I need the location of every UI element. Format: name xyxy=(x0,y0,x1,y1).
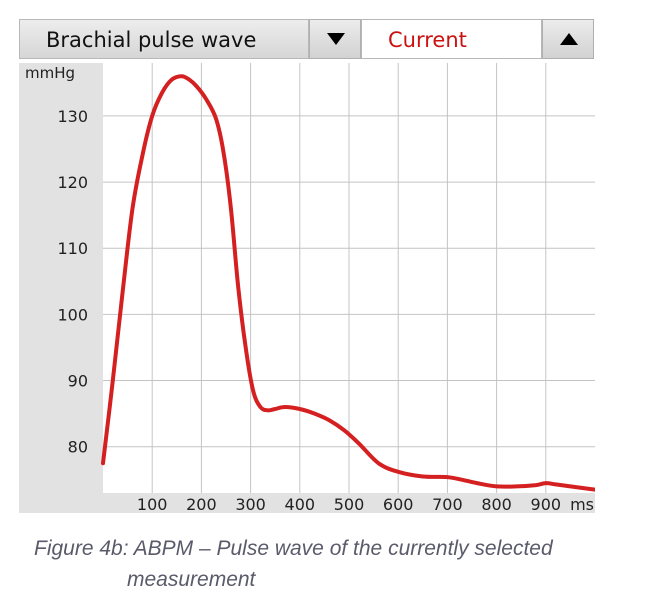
x-tick-label: 200 xyxy=(186,495,217,513)
triangle-down-icon xyxy=(327,33,345,45)
x-tick-label: 500 xyxy=(334,495,365,513)
pulse-wave-chart: 80 90 100 110 120 130 100 200 300 400 500 600 700 800… xyxy=(25,63,595,513)
y-tick-label: 90 xyxy=(68,372,88,391)
x-tick-label: 100 xyxy=(137,495,168,513)
triangle-up-icon xyxy=(560,33,578,45)
x-tick-label: 300 xyxy=(235,495,266,513)
y-tick-label: 120 xyxy=(57,173,88,192)
figure-caption: Figure 4b: ABPM – Pulse wave of the curr… xyxy=(34,533,634,595)
y-tick-label: 100 xyxy=(57,305,88,324)
waveform-selector-label: Brachial pulse wave xyxy=(46,28,257,52)
x-tick-label: 400 xyxy=(285,495,316,513)
x-tick-label: 900 xyxy=(531,495,562,513)
chart-panel: 80 90 100 110 120 130 100 200 300 400 500 600 700 800… xyxy=(19,63,595,513)
measurement-selector-label: Current xyxy=(388,28,467,52)
dropdown-down-button[interactable] xyxy=(309,19,361,59)
x-tick-label: 700 xyxy=(432,495,463,513)
caption-line-1: Figure 4b: ABPM – Pulse wave of the curr… xyxy=(34,537,553,560)
x-tick-label: 600 xyxy=(383,495,414,513)
y-axis-label: mmHg xyxy=(25,64,75,82)
measurement-selector[interactable]: Current xyxy=(361,19,542,59)
pulse-wave-line xyxy=(101,74,595,492)
toolbar: Brachial pulse wave Current xyxy=(19,17,594,63)
caption-line-2: measurement xyxy=(127,568,256,591)
y-tick-label: 80 xyxy=(68,438,88,457)
x-tick-label: 800 xyxy=(481,495,512,513)
y-tick-label: 130 xyxy=(57,107,88,126)
dropdown-up-button[interactable] xyxy=(542,19,594,59)
waveform-selector[interactable]: Brachial pulse wave xyxy=(19,19,309,59)
x-axis-label: ms xyxy=(570,495,594,513)
y-tick-label: 110 xyxy=(57,239,88,258)
